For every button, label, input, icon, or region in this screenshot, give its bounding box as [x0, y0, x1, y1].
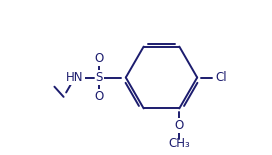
Text: O: O	[95, 52, 104, 65]
Text: Cl: Cl	[215, 71, 227, 84]
Text: CH₃: CH₃	[168, 137, 190, 150]
Text: S: S	[95, 71, 103, 84]
Text: O: O	[95, 90, 104, 103]
Text: O: O	[175, 119, 184, 132]
Text: HN: HN	[66, 71, 84, 84]
